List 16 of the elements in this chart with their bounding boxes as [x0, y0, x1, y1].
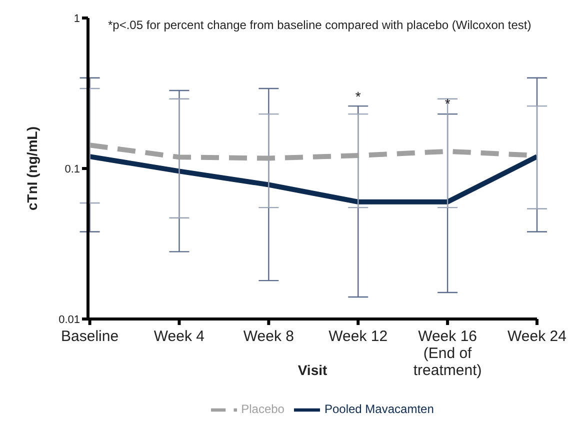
x-tick-label: Baseline [61, 328, 119, 345]
x-tick-label: Week 4 [154, 328, 205, 345]
x-tick-label: Week 12 [328, 328, 388, 345]
annotation: *p<.05 for percent change from baseline compared with placebo (Wilcoxon test) [108, 18, 532, 32]
y-tick-label: 0.01 [58, 314, 80, 326]
y-tick-label: 0.1 [64, 163, 80, 176]
x-tick-label: Week 24 [508, 328, 566, 345]
y-tick-label: 1 [74, 12, 80, 25]
annotation: * [355, 88, 362, 105]
legend-label: Placebo [241, 402, 284, 416]
x-axis-title: Visit [298, 362, 328, 378]
legend-label: Pooled Mavacamten [324, 402, 434, 416]
annotation: * [444, 96, 451, 112]
y-axis-title: cTnI (ng/mL) [24, 126, 40, 210]
x-tick-label: Week 8 [243, 328, 294, 345]
x-tick-label: Week 16 (End of treatment) [413, 328, 482, 379]
